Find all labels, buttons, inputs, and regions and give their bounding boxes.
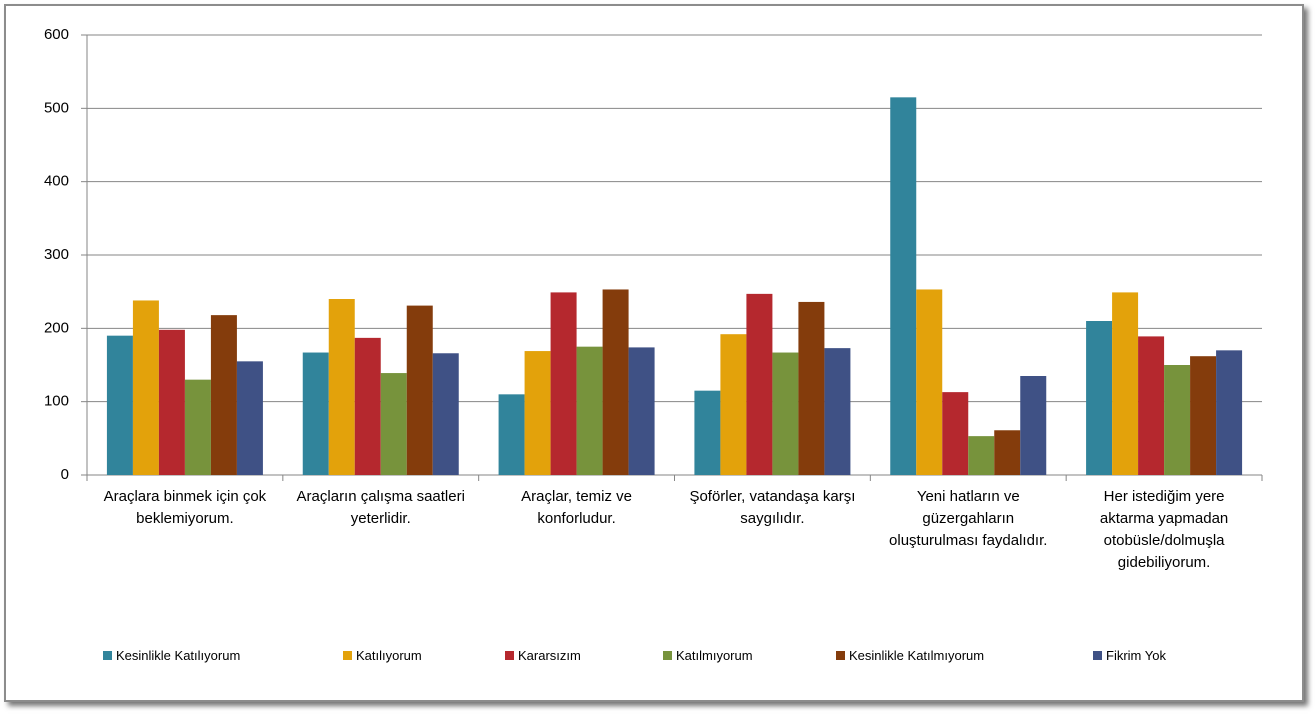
- bar: [106, 335, 133, 475]
- bar: [302, 352, 329, 475]
- legend-swatch: [343, 651, 352, 660]
- legend-label: Fikrim Yok: [1106, 648, 1166, 663]
- bar: [798, 301, 825, 475]
- legend-label: Kararsızım: [518, 648, 581, 663]
- bar: [994, 430, 1021, 475]
- bar: [184, 379, 211, 475]
- bar: [576, 346, 603, 475]
- y-tick-label: 0: [61, 466, 69, 483]
- y-tick-label: 600: [44, 26, 69, 43]
- y-tick-label: 200: [44, 319, 69, 336]
- bar: [132, 300, 159, 475]
- bar: [1086, 321, 1113, 475]
- legend-swatch: [1093, 651, 1102, 660]
- bar: [1138, 336, 1165, 475]
- bar: [1164, 365, 1191, 475]
- bar: [1190, 356, 1217, 475]
- legend-item: Kesinlikle Katılmıyorum: [836, 648, 984, 663]
- bar: [720, 334, 747, 475]
- bar: [772, 352, 799, 475]
- bar: [1216, 350, 1243, 475]
- legend-swatch: [663, 651, 672, 660]
- bar: [406, 305, 433, 475]
- bar: [890, 97, 917, 475]
- x-tick-label: Her istediğim yere aktarma yapmadan otob…: [1099, 488, 1229, 571]
- bar: [210, 315, 237, 475]
- y-tick-label: 500: [44, 99, 69, 116]
- bar: [354, 337, 381, 475]
- bar: [328, 299, 355, 475]
- bar: [942, 392, 969, 475]
- legend-label: Kesinlikle Katılmıyorum: [849, 648, 985, 663]
- legend-swatch: [505, 651, 514, 660]
- bar: [432, 353, 459, 475]
- bar: [550, 292, 577, 475]
- legend-label: Katılıyorum: [356, 648, 422, 663]
- legend-label: Katılmıyorum: [676, 648, 753, 663]
- bar: [824, 348, 851, 475]
- x-tick-label: Araçların çalışma saatleri yeterlidir.: [296, 488, 465, 527]
- legend-item: Kesinlikle Katılıyorum: [103, 648, 240, 663]
- bar: [498, 394, 525, 475]
- legend-item: Katılıyorum: [343, 648, 422, 663]
- bar: [380, 373, 407, 475]
- bar: [694, 390, 721, 475]
- legend-swatch: [103, 651, 112, 660]
- legend-item: Kararsızım: [505, 648, 581, 663]
- legend-item: Fikrim Yok: [1093, 648, 1166, 663]
- bar: [968, 436, 995, 475]
- legend-swatch: [836, 651, 845, 660]
- x-tick-label: Araçlara binmek için çok beklemiyorum.: [103, 488, 267, 527]
- legend-label: Kesinlikle Katılıyorum: [116, 648, 241, 663]
- bar: [236, 361, 263, 475]
- bar: [602, 289, 629, 475]
- bar: [746, 293, 773, 475]
- bar: [158, 329, 185, 475]
- bar: [628, 347, 655, 475]
- bar: [1020, 376, 1047, 475]
- x-tick-label: Yeni hatların ve güzergahların oluşturul…: [889, 488, 1048, 549]
- bar: [1112, 292, 1139, 475]
- y-tick-label: 300: [44, 246, 69, 263]
- bar: [916, 289, 943, 475]
- y-tick-label: 100: [44, 393, 69, 410]
- bar: [524, 351, 551, 475]
- legend-item: Katılmıyorum: [663, 648, 753, 663]
- x-tick-label: Şoförler, vatandaşa karşı saygılıdır.: [689, 488, 856, 527]
- x-tick-label: Araçlar, temiz ve konforludur.: [521, 488, 633, 527]
- y-tick-label: 400: [44, 173, 69, 190]
